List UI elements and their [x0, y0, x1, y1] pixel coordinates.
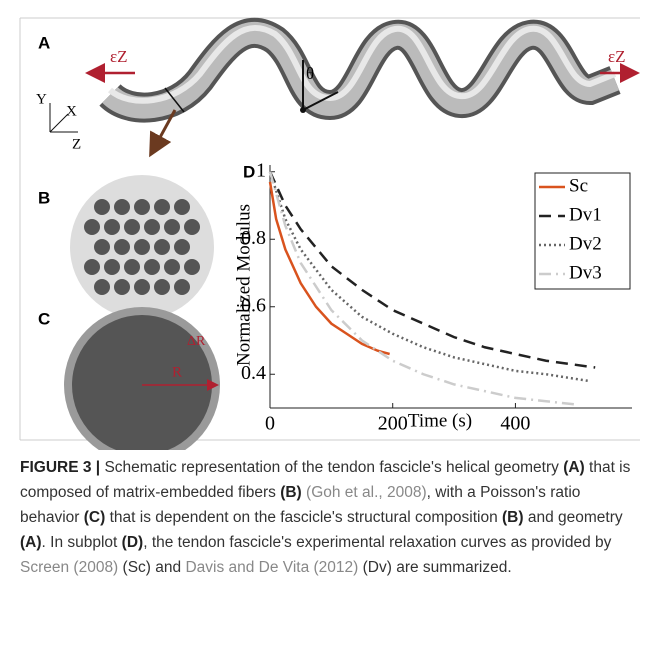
panel-label: D: [243, 162, 255, 181]
y-tick-label: 1: [256, 159, 266, 181]
strain-label: εZ: [608, 47, 626, 66]
fiber: [134, 199, 150, 215]
fiber: [134, 239, 150, 255]
fiber: [184, 259, 200, 275]
citation: Screen (2008): [20, 559, 118, 576]
fiber: [104, 259, 120, 275]
legend-label: Sc: [569, 175, 588, 196]
axis-label: Y: [36, 91, 47, 107]
caption-emphasis: (B): [280, 484, 302, 501]
fiber: [174, 239, 190, 255]
panel-label: B: [38, 188, 50, 207]
fiber: [84, 259, 100, 275]
legend-label: Dv3: [569, 262, 602, 283]
y-tick-label: 0.6: [241, 294, 266, 316]
caption: FIGURE 3 | Schematic representation of t…: [20, 455, 640, 580]
y-tick-label: 0.8: [241, 227, 266, 249]
fiber: [84, 219, 100, 235]
fiber: [144, 219, 160, 235]
caption-text: (Dv) are summarized.: [358, 559, 511, 576]
fiber: [114, 279, 130, 295]
panel-label: A: [38, 33, 50, 52]
fiber-bundle: [70, 175, 214, 319]
delta-r-label: ΔR: [187, 334, 206, 349]
fiber: [154, 199, 170, 215]
y-tick-label: 0.4: [241, 362, 266, 384]
axis-label: Z: [72, 136, 81, 152]
x-axis-label: Time (s): [408, 410, 472, 431]
panel-label: C: [38, 309, 50, 328]
fiber: [114, 199, 130, 215]
angle-point: [300, 107, 306, 113]
caption-emphasis: (A): [563, 459, 585, 476]
fiber: [184, 219, 200, 235]
fiber: [154, 279, 170, 295]
legend-label: Dv2: [569, 233, 602, 254]
caption-text: , the tendon fascicle's experimental rel…: [143, 534, 611, 551]
x-tick-label: 0: [265, 413, 275, 435]
axis-label: X: [66, 103, 77, 119]
caption-emphasis: FIGURE 3 |: [20, 459, 100, 476]
figure: A B C D εZ εZ θ Y X Z R ΔR Normalized Mo…: [0, 0, 655, 450]
caption-text: (Sc) and: [118, 559, 185, 576]
series-line: [270, 172, 577, 405]
fiber: [134, 279, 150, 295]
fiber: [124, 219, 140, 235]
x-tick-label: 400: [500, 413, 530, 435]
page: A B C D εZ εZ θ Y X Z R ΔR Normalized Mo…: [0, 0, 655, 649]
angle-label: θ: [306, 64, 314, 83]
radius-label: R: [172, 364, 182, 380]
citation: (Goh et al., 2008): [306, 484, 427, 501]
caption-text: that is dependent on the fascicle's stru…: [105, 509, 502, 526]
caption-emphasis: (A): [20, 534, 42, 551]
citation: Davis and De Vita (2012): [185, 559, 358, 576]
caption-text: and geometry: [524, 509, 623, 526]
fiber: [164, 219, 180, 235]
fiber: [94, 239, 110, 255]
fiber: [104, 219, 120, 235]
fiber: [164, 259, 180, 275]
fiber: [94, 199, 110, 215]
fiber: [114, 239, 130, 255]
fiber: [94, 279, 110, 295]
strain-label: εZ: [110, 47, 128, 66]
caption-text: . In subplot: [42, 534, 122, 551]
caption-emphasis: (B): [502, 509, 524, 526]
caption-text: Schematic representation of the tendon f…: [100, 459, 563, 476]
fiber: [154, 239, 170, 255]
fiber: [174, 199, 190, 215]
caption-emphasis: (C): [84, 509, 106, 526]
legend-label: Dv1: [569, 204, 602, 225]
caption-emphasis: (D): [122, 534, 144, 551]
fiber: [124, 259, 140, 275]
x-tick-label: 200: [378, 413, 408, 435]
fiber: [174, 279, 190, 295]
fiber: [144, 259, 160, 275]
